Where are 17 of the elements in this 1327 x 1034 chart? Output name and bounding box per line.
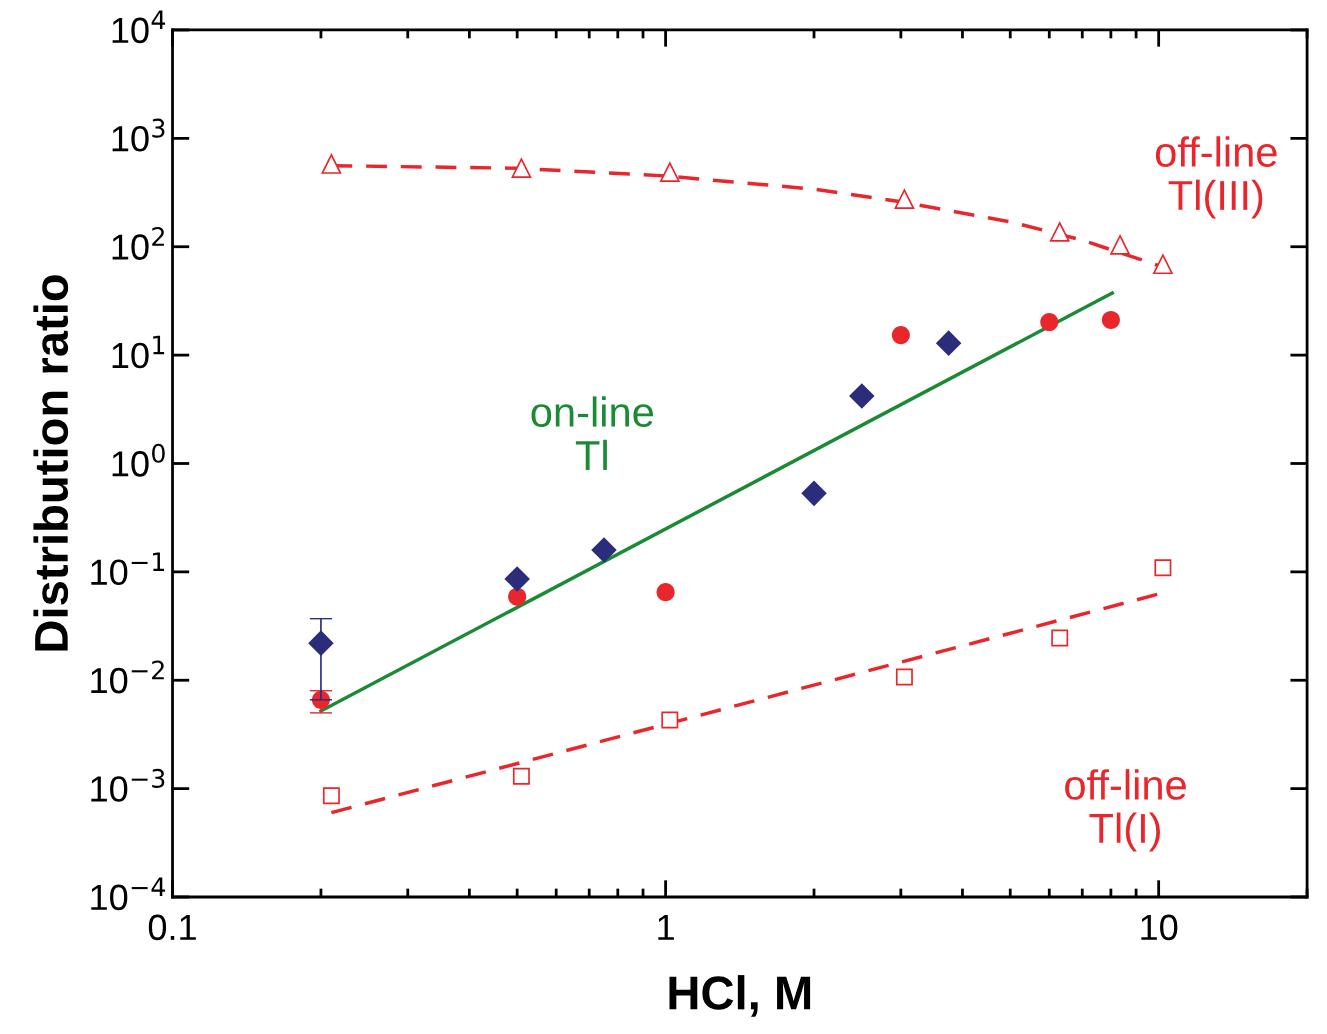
y-tick-label: 10$^{−3}$ (91, 768, 165, 802)
series-label: off-line Tl(III) (1155, 136, 1277, 219)
y-tick-label: 10$^{−2}$ (91, 660, 164, 694)
y-tick-label: 10$^{4}$ (112, 10, 166, 44)
x-axis-title: HCl, M (669, 975, 811, 1017)
y-tick-label: 10$^{0}$ (112, 443, 165, 477)
series-label: on-line Tl (531, 396, 653, 470)
x-tick-label: 10 (1141, 914, 1178, 941)
y-tick-label: 10$^{3}$ (112, 118, 165, 152)
y-tick-label: 10$^{2}$ (112, 226, 164, 260)
x-tick-label: 1 (658, 914, 674, 940)
y-tick-label: 10$^{−1}$ (91, 552, 165, 586)
x-tick-label: 0.1 (148, 914, 196, 941)
y-axis-title: Distribution ratio (33, 275, 69, 651)
text: off-line Tl(I) (1065, 769, 1186, 852)
y-tick-label: 10$^{1}$ (112, 335, 165, 369)
y-tick-label: 10$^{−4}$ (91, 877, 165, 911)
